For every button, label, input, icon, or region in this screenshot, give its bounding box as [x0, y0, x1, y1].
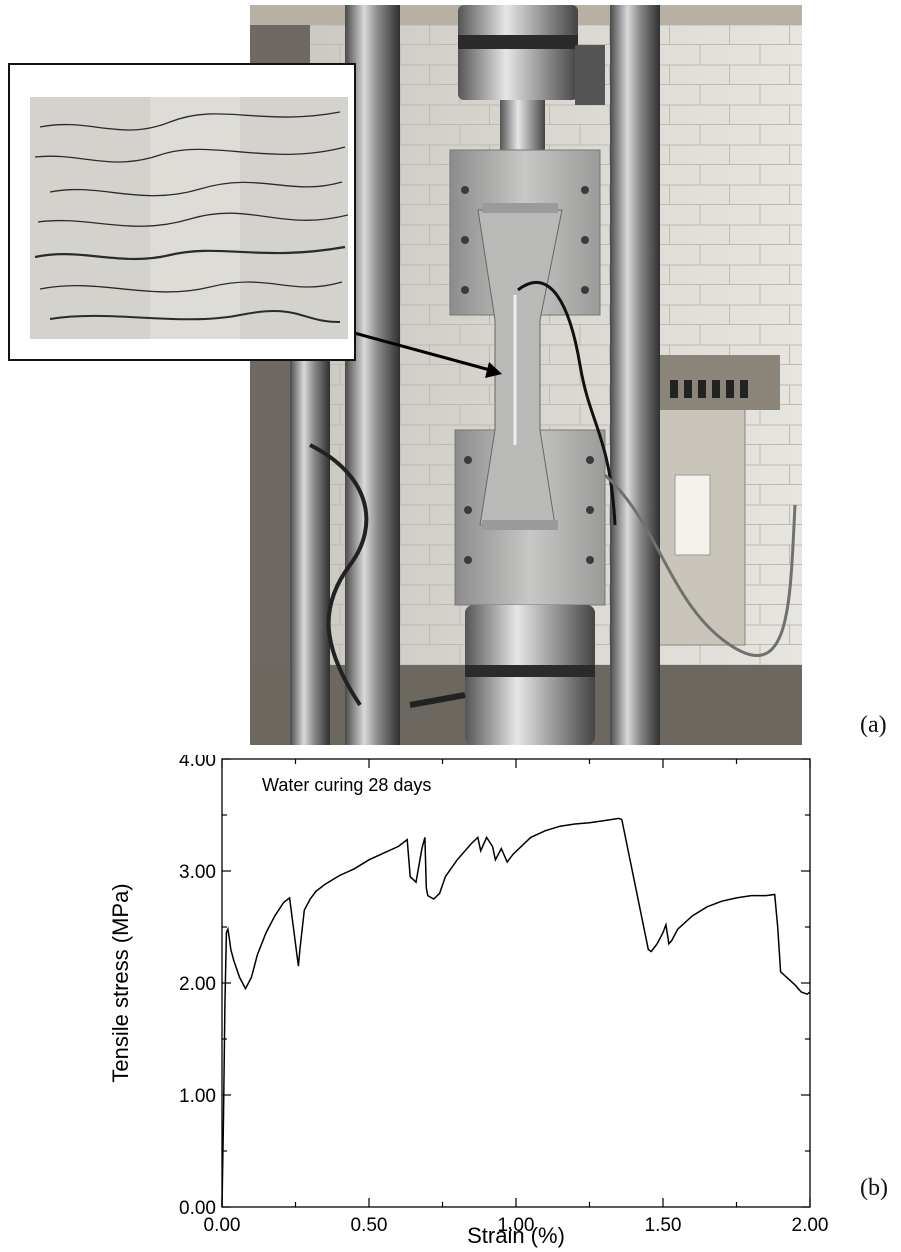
y-tick-label: 2.00: [179, 974, 216, 995]
crack-closeup-inset: [8, 63, 356, 361]
chart-annotation: Water curing 28 days: [262, 775, 431, 795]
x-tick-label: 0.00: [204, 1215, 241, 1236]
x-tick-label: 1.50: [645, 1215, 682, 1236]
x-tick-label: 0.50: [351, 1215, 388, 1236]
y-tick-labels: 0.00 1.00 2.00 3.00 4.00: [179, 755, 216, 1219]
axis-ticks: [221, 758, 811, 1208]
y-tick-label: 4.00: [179, 755, 216, 771]
y-axis-label: Tensile stress (MPa): [108, 883, 133, 1082]
y-tick-label: 3.00: [179, 862, 216, 883]
panel-label-a: (a): [860, 712, 887, 738]
test-rig-illustration: [250, 5, 802, 745]
x-tick-label: 1.00: [498, 1215, 535, 1236]
y-tick-label: 0.00: [179, 1198, 216, 1219]
x-tick-label: 2.00: [792, 1215, 829, 1236]
tensile-test-photo: [250, 5, 802, 745]
stress-strain-chart: 0.00 0.50 1.00 1.50 2.00 0.00 1.00 2.00 3.00 4.0…: [108, 755, 829, 1248]
stress-strain-curve: [221, 817, 811, 1208]
y-tick-label: 1.00: [179, 1086, 216, 1107]
panel-label-b: (b): [860, 1175, 888, 1201]
plot-frame: [221, 758, 811, 1208]
x-tick-labels: 0.00 0.50 1.00 1.50 2.00: [204, 1215, 829, 1236]
crack-closeup-image: [30, 97, 348, 339]
x-axis-label: Strain (%): [467, 1223, 565, 1248]
